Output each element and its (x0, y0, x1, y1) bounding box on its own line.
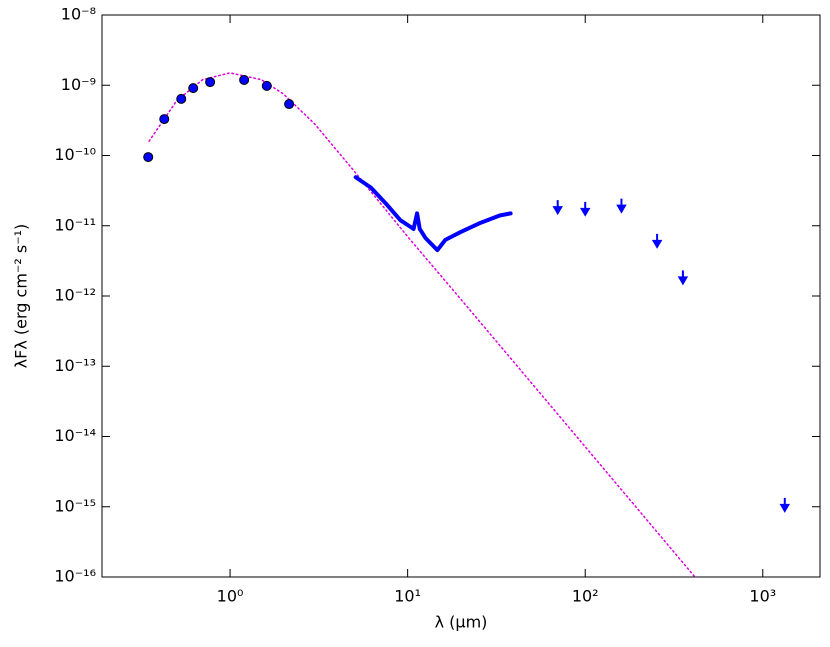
photometry-point (143, 152, 154, 163)
y-tick-label: 10⁻¹² (54, 286, 96, 305)
y-tick-label: 10⁻¹⁵ (54, 496, 96, 515)
upper-limit (616, 198, 627, 214)
photometry-point (261, 80, 272, 91)
upper-limit (552, 200, 563, 216)
y-tick-label: 10⁻⁹ (61, 75, 96, 94)
upper-limit (651, 233, 663, 249)
photometry-point (284, 99, 295, 110)
upper-limit (579, 201, 591, 217)
photometry-point (159, 114, 170, 125)
x-tick-label: 10⁰ (217, 587, 244, 606)
model-curve (148, 72, 696, 577)
y-tick-label: 10⁻¹³ (54, 356, 96, 375)
y-tick-label: 10⁻¹⁰ (54, 145, 96, 164)
x-axis-label: λ (μm) (435, 613, 488, 632)
y-tick-label: 10⁻¹¹ (54, 215, 96, 234)
x-tick-label: 10² (572, 587, 599, 606)
x-tick-label: 10³ (749, 587, 776, 606)
plot-frame (101, 14, 821, 578)
spectrum-line (353, 175, 513, 253)
y-axis-label: λFλ (erg cm⁻² s⁻¹) (12, 224, 31, 369)
x-tick-label: 10¹ (394, 587, 421, 606)
photometry-point (205, 77, 216, 88)
upper-limit (677, 270, 689, 286)
photometry-point (239, 74, 250, 85)
y-tick-label: 10⁻⁸ (61, 5, 96, 24)
photometry-point (188, 83, 199, 94)
upper-limit (779, 497, 791, 513)
photometry-point (176, 93, 187, 104)
y-tick-label: 10⁻¹⁶ (54, 567, 96, 586)
y-tick-label: 10⁻¹⁴ (54, 426, 96, 445)
